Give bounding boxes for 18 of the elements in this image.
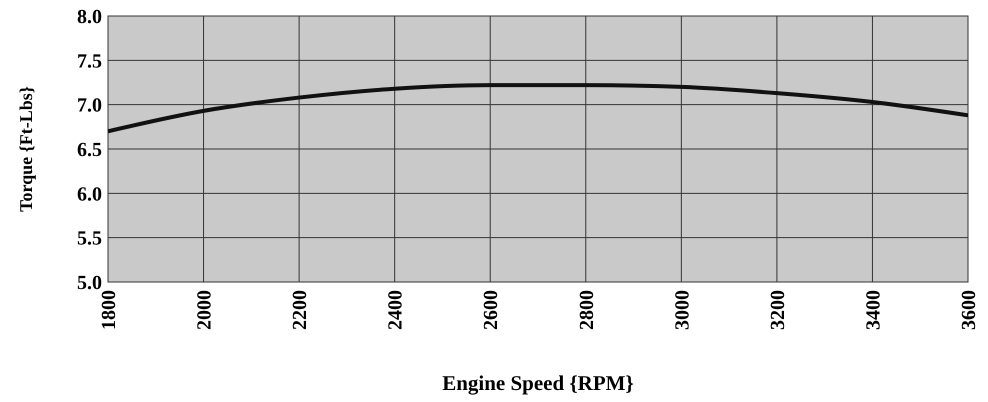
x-tick-label: 3400	[862, 290, 884, 330]
x-tick-label: 3600	[958, 290, 980, 330]
x-tick-label: 3000	[671, 290, 694, 330]
x-tick-label: 2200	[289, 290, 312, 330]
x-tick-label: 2600	[480, 290, 502, 330]
y-axis-title: Torque {Ft-Lbs}	[16, 86, 36, 212]
line-series	[106, 83, 970, 134]
y-tick-label: 8.0	[77, 6, 102, 28]
x-tick-label: 2800	[576, 290, 598, 330]
y-tick-label: 7.0	[77, 94, 102, 117]
x-tick-label: 2400	[384, 290, 407, 330]
x-axis-title: Engine Speed {RPM}	[442, 371, 634, 395]
x-tick-label: 2000	[194, 290, 216, 330]
y-tick-label: 6.0	[77, 183, 102, 206]
x-tick-label: 3200	[766, 290, 789, 330]
y-tick-label: 6.5	[77, 139, 102, 161]
y-tick-label: 7.5	[77, 50, 102, 72]
y-tick-label: 5.5	[77, 228, 102, 250]
